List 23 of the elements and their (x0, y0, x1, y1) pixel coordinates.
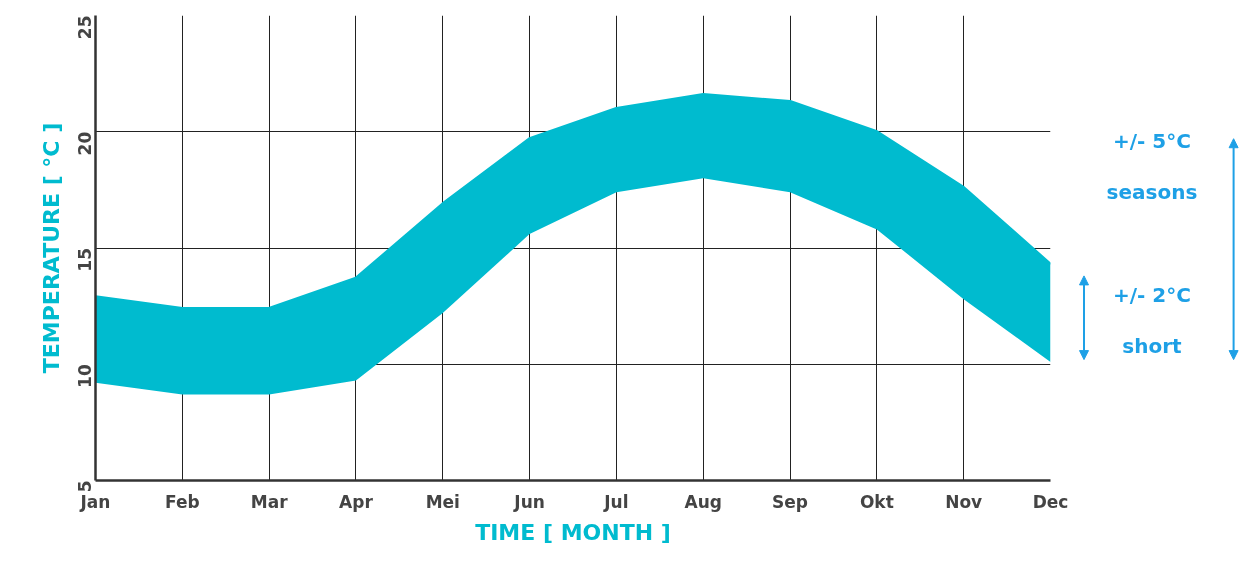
x-tick-label: Nov (945, 491, 983, 512)
x-tick-label: Okt (859, 491, 894, 512)
y-axis-title: TEMPERATURE [ °C ] (38, 122, 64, 374)
y-tick-label: 25 (75, 15, 95, 40)
text: +/- 2°C (1113, 282, 1191, 307)
y-tick-label: 20 (75, 131, 95, 156)
x-axis-title: TIME [ MONTH ] (475, 519, 671, 545)
x-tick-label: Jan (79, 491, 111, 512)
x-tick-label: Aug (684, 491, 722, 512)
y-tick-label: 10 (75, 364, 95, 388)
x-tick-label: Jun (513, 491, 545, 512)
x-tick-label: Dec (1032, 491, 1069, 512)
x-tick-label: Apr (339, 491, 374, 512)
text: short (1122, 333, 1183, 358)
text: seasons (1106, 180, 1198, 205)
x-tick-label: Jul (603, 491, 629, 512)
x-tick-label: Mar (250, 491, 289, 512)
text: +/- 5°C (1113, 129, 1191, 154)
x-tick-label: Feb (165, 491, 200, 512)
x-tick-label: Mei (425, 491, 460, 512)
y-tick-label: 15 (75, 247, 95, 272)
y-tick-label: 5 (75, 480, 95, 493)
x-tick-label: Sep (772, 491, 809, 512)
